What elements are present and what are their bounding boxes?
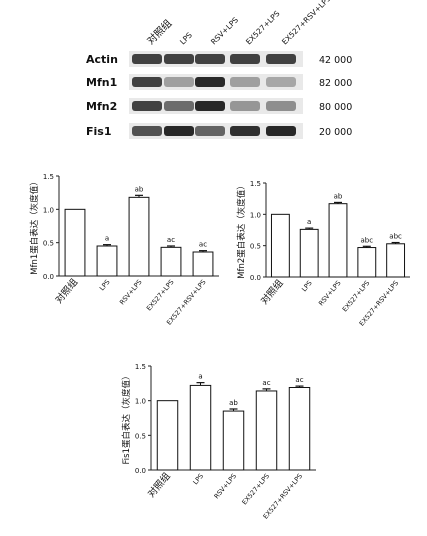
significance-label: abc bbox=[361, 236, 374, 244]
bar bbox=[192, 251, 214, 277]
bar bbox=[96, 245, 118, 277]
blot-band bbox=[230, 126, 260, 136]
blot-band bbox=[230, 54, 260, 64]
blot-band bbox=[266, 54, 296, 64]
bar bbox=[299, 228, 319, 278]
y-axis-label: Mfn1蛋白表达（灰度值） bbox=[29, 177, 40, 275]
significance-label: ab bbox=[334, 192, 343, 200]
blot-band bbox=[230, 77, 260, 87]
bar bbox=[386, 243, 406, 278]
y-tick-label: 0.5 bbox=[250, 243, 261, 251]
blot-band bbox=[266, 126, 296, 136]
blot-molecular-weight: 20 000 bbox=[319, 127, 352, 138]
y-axis-label: Mfn2蛋白表达（灰度值） bbox=[236, 181, 247, 279]
significance-label: ab bbox=[135, 185, 144, 193]
y-tick-label: 1.0 bbox=[43, 206, 54, 214]
bar bbox=[156, 400, 179, 471]
blot-band bbox=[132, 54, 162, 64]
blot-band bbox=[195, 126, 225, 136]
x-tick-label: 对照组 bbox=[53, 276, 81, 306]
bar bbox=[255, 390, 278, 471]
significance-label: a bbox=[307, 218, 311, 226]
blot-protein-label: Fis1 bbox=[86, 125, 112, 138]
x-tick-label: EX527+LPS bbox=[145, 278, 176, 312]
bar bbox=[288, 386, 311, 471]
blot-band bbox=[195, 54, 225, 64]
y-tick-label: 0.5 bbox=[43, 240, 54, 248]
y-tick-label: 0.5 bbox=[135, 432, 146, 440]
blot-protein-label: Actin bbox=[86, 53, 118, 66]
x-tick-label: LPS bbox=[300, 279, 314, 293]
blot-lane-label: RSV+LPS bbox=[209, 15, 240, 46]
blot-band bbox=[266, 77, 296, 87]
significance-label: ac bbox=[167, 236, 175, 244]
x-tick-label: 对照组 bbox=[145, 470, 173, 500]
x-tick-label: 对照组 bbox=[258, 277, 286, 307]
significance-label: ac bbox=[295, 376, 303, 384]
blot-molecular-weight: 82 000 bbox=[319, 78, 352, 89]
blot-band bbox=[132, 126, 162, 136]
significance-label: a bbox=[105, 235, 109, 243]
blot-protein-label: Mfn1 bbox=[86, 76, 117, 89]
blot-band bbox=[132, 77, 162, 87]
y-tick-label: 0.0 bbox=[135, 467, 146, 475]
blot-protein-label: Mfn2 bbox=[86, 100, 117, 113]
blot-lane-label: LPS bbox=[178, 30, 194, 46]
y-tick-label: 1.0 bbox=[250, 211, 261, 219]
bar bbox=[222, 410, 245, 471]
bar bbox=[270, 213, 290, 278]
significance-label: ab bbox=[229, 399, 238, 407]
blot-lane-label: EX527+RSV+LPS bbox=[280, 0, 333, 46]
y-tick-label: 1.5 bbox=[250, 180, 261, 188]
blot-band bbox=[230, 101, 260, 111]
x-tick-label: LPS bbox=[191, 472, 205, 486]
y-tick-label: 1.5 bbox=[135, 363, 146, 371]
bar bbox=[128, 196, 150, 277]
y-tick-label: 0.0 bbox=[250, 274, 261, 282]
blot-band bbox=[195, 77, 225, 87]
significance-label: abc bbox=[389, 233, 402, 241]
y-tick-label: 0.0 bbox=[43, 273, 54, 281]
blot-lane-label: 对照组 bbox=[144, 17, 174, 47]
blot-band bbox=[164, 54, 194, 64]
x-tick-label: EX527+LPS bbox=[341, 279, 372, 313]
blot-band bbox=[132, 101, 162, 111]
x-tick-label: RSV+LPS bbox=[317, 279, 343, 307]
blot-band bbox=[266, 101, 296, 111]
blot-band bbox=[164, 126, 194, 136]
x-tick-label: RSV+LPS bbox=[212, 472, 238, 500]
significance-label: ac bbox=[262, 379, 270, 387]
y-tick-label: 1.5 bbox=[43, 173, 54, 181]
blot-band bbox=[164, 77, 194, 87]
bar bbox=[328, 203, 348, 278]
blot-band bbox=[164, 101, 194, 111]
y-tick-label: 1.0 bbox=[135, 398, 146, 406]
y-axis-label: Fis1蛋白表达（灰度值） bbox=[121, 372, 132, 465]
blot-molecular-weight: 80 000 bbox=[319, 102, 352, 113]
significance-label: a bbox=[198, 373, 202, 381]
bar bbox=[64, 208, 86, 277]
x-tick-label: LPS bbox=[98, 278, 112, 292]
blot-band bbox=[195, 101, 225, 111]
x-tick-label: RSV+LPS bbox=[118, 278, 144, 306]
x-tick-label: EX527+LPS bbox=[240, 472, 271, 506]
bar bbox=[160, 246, 182, 277]
significance-label: ac bbox=[199, 241, 207, 249]
bar bbox=[189, 384, 212, 471]
bar bbox=[357, 247, 377, 278]
blot-molecular-weight: 42 000 bbox=[319, 55, 352, 66]
blot-lane-label: EX527+LPS bbox=[244, 9, 282, 47]
